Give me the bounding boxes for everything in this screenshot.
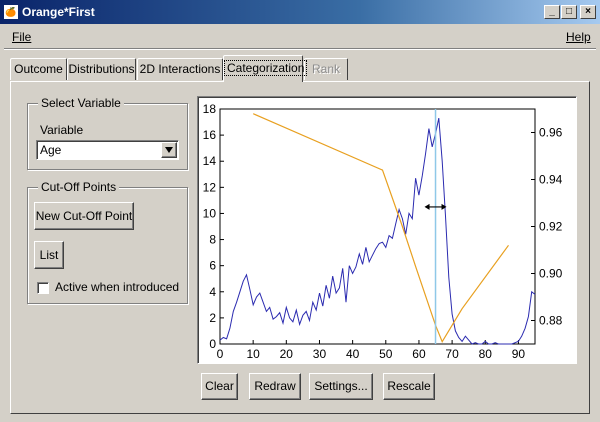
y-tick-label: 2 [209,311,216,325]
x-tick-label: 0 [217,347,224,361]
x-tick-label: 40 [346,347,360,361]
y-tick-label: 6 [209,259,216,273]
select-variable-title: Select Variable [38,96,124,110]
distribution-line [219,117,536,345]
tab-2d-interactions[interactable]: 2D Interactions [137,58,223,80]
y-tick-label: 10 [203,206,217,220]
x-tick-label: 80 [479,347,493,361]
y-tick-label: 12 [203,180,217,194]
chart-series [219,113,536,345]
distribution-chart[interactable]: 0 10 20 30 40 50 60 70 80 90 0 2 4 6 8 10 12 14 16 18 0.88 0.… [199,98,575,362]
orange-logo-icon: 🍊 [4,5,18,19]
x-tick-label: 20 [280,347,294,361]
cutoff-marker[interactable] [424,109,447,344]
y-tick-label: 18 [203,102,217,116]
x-tick-label: 70 [445,347,459,361]
redraw-button[interactable]: Redraw [249,373,301,400]
y2-tick-label: 0.94 [539,173,563,187]
menu-divider [4,48,596,50]
chart-tick-labels: 0 10 20 30 40 50 60 70 80 90 0 2 4 6 8 10 12 14 16 18 0.88 0.… [203,102,563,361]
variable-label: Variable [40,123,84,137]
y-tick-label: 8 [209,233,216,247]
y2-tick-label: 0.88 [539,314,563,328]
y-tick-label: 4 [209,285,216,299]
active-when-introduced-checkbox[interactable] [37,282,49,294]
dropdown-button[interactable] [161,142,177,158]
minimize-button[interactable]: _ [544,5,560,19]
chart-axes [219,108,536,345]
menu-file[interactable]: File [12,30,32,44]
chart-frame: 0 10 20 30 40 50 60 70 80 90 0 2 4 6 8 10 12 14 16 18 0.88 0.… [197,96,577,364]
minimize-icon: _ [549,6,555,17]
new-cutoff-point-button[interactable]: New Cut-Off Point [34,202,134,230]
title-bar: 🍊 Orange*First _ □ × [0,0,600,24]
menu-help[interactable]: Help [566,30,591,44]
rescale-button[interactable]: Rescale [383,373,435,400]
tab-categorization[interactable]: Categorization [223,55,308,82]
y-tick-label: 0 [209,337,216,351]
arrow-left-icon [424,203,430,210]
variable-select[interactable]: Age [36,140,179,160]
tab-distributions[interactable]: Distributions [67,58,136,80]
y2-tick-label: 0.92 [539,220,563,234]
x-tick-label: 30 [313,347,327,361]
x-tick-label: 90 [512,347,526,361]
cutoff-points-title: Cut-Off Points [38,180,120,194]
x-tick-label: 50 [379,347,393,361]
maximize-button[interactable]: □ [561,5,577,19]
close-button[interactable]: × [580,5,596,19]
x-tick-label: 10 [246,347,260,361]
variable-select-value: Age [40,143,62,157]
settings-button[interactable]: Settings... [309,373,373,400]
y2-tick-label: 0.90 [539,267,563,281]
x-tick-label: 60 [412,347,426,361]
clear-button[interactable]: Clear [201,373,238,400]
maximize-icon: □ [565,6,573,17]
tab-rank: Rank [304,58,348,80]
active-when-introduced-label: Active when introduced [55,280,180,294]
score-line [252,113,509,344]
window-title: Orange*First [22,5,95,19]
y2-tick-label: 0.96 [539,126,563,140]
y-tick-label: 16 [203,128,217,142]
y-tick-label: 14 [203,154,217,168]
plot-area [219,108,536,345]
arrow-right-icon [441,203,447,210]
close-icon: × [585,6,591,17]
tab-outcome[interactable]: Outcome [10,58,67,80]
list-button[interactable]: List [34,241,64,269]
triangle-down-icon [165,147,173,153]
